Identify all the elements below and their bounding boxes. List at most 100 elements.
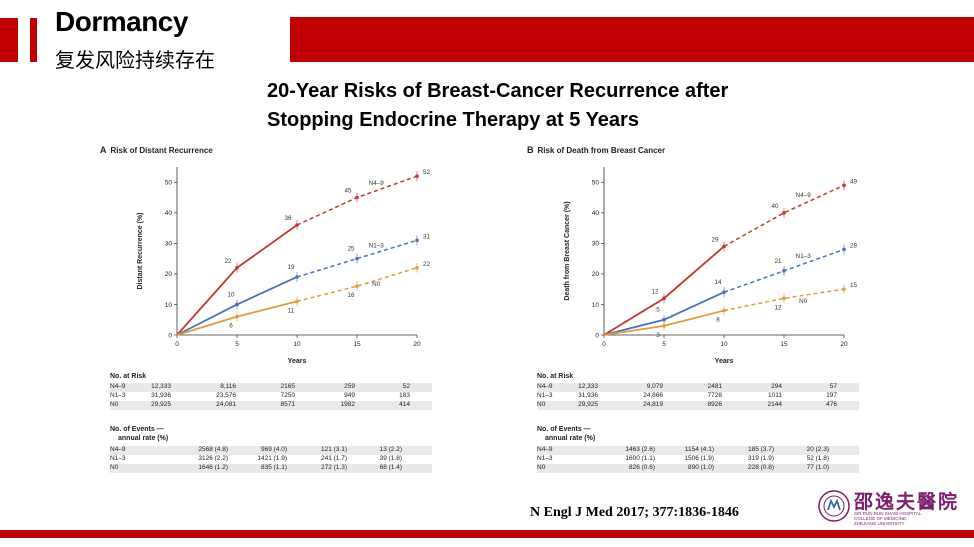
panel-b-risk-cell: 1011 xyxy=(768,392,782,399)
panel-a-events-cell: 1421 (1.9) xyxy=(257,455,287,462)
panel-a-series-N0-data-label: 6 xyxy=(229,323,233,330)
panel-a-y-tick-label: 50 xyxy=(165,180,173,187)
panel-a-series-N4–9-data-label: 22 xyxy=(224,258,232,265)
panel-b-y-tick-label: 40 xyxy=(592,210,600,217)
panel-a-risk-cell: 24,081 xyxy=(216,401,236,408)
panel-a-x-tick-label: 0 xyxy=(175,341,179,348)
panel-b-events-cell: 1600 (1.1) xyxy=(625,455,655,462)
panel-b-risk-cell: 476 xyxy=(826,401,837,408)
panel-b-events-cell: 52 (1.8) xyxy=(806,455,829,462)
header-band xyxy=(290,17,974,62)
panel-b-series-N4–9-point xyxy=(662,296,666,301)
panel-a-events-cell: 68 (1.4) xyxy=(379,464,402,471)
panel-b-series-N0-point xyxy=(662,324,666,328)
panel-a-events-cell: 1646 (1.2) xyxy=(198,464,228,471)
panel-a-series-N4–9-data-label: 52 xyxy=(423,169,431,176)
panel-b-y-axis-label: Death from Breast Cancer (%) xyxy=(564,201,571,300)
panel-a-risk-row-label: N0 xyxy=(110,401,119,408)
panel-a-y-axis-label: Distant Recurrence (%) xyxy=(137,212,144,289)
panel-b-events-table-header: No. of Events — xyxy=(537,426,591,433)
panel-b-risk-cell: 24,819 xyxy=(643,401,663,408)
panel-a-series-N4–9-point xyxy=(415,174,419,178)
panel-a-risk-row-label: N4–9 xyxy=(110,383,126,390)
panel-a-events-cell: 39 (1.8) xyxy=(379,455,402,462)
panel-a-events-row-label: N1–3 xyxy=(110,455,126,462)
panel-a-events-row-label: N4–9 xyxy=(110,446,126,453)
panel-a-y-tick-label: 30 xyxy=(165,241,173,248)
panel-b-risk-cell: 57 xyxy=(829,383,837,390)
panel-b-series-N1–3-point xyxy=(662,317,666,322)
panel-b-series-N0-point xyxy=(842,287,846,291)
panel-b-series-N1–3-point xyxy=(782,269,786,273)
panel-b-risk-cell: 31,936 xyxy=(578,392,598,399)
panel-a-risk-cell: 29,925 xyxy=(151,401,171,408)
panel-b-risk-cell: 8926 xyxy=(707,401,722,408)
panel-b-x-tick-label: 10 xyxy=(720,341,728,348)
headline-line-1: 20-Year Risks of Breast-Cancer Recurrenc… xyxy=(267,80,729,102)
panel-b-events-cell: 890 (1.0) xyxy=(687,464,714,471)
panel-a-risk-cell: 31,936 xyxy=(151,392,171,399)
panel-a-x-tick-label: 10 xyxy=(293,341,301,348)
panel-b-series-N1–3-data-label: 21 xyxy=(774,258,782,265)
panel-b-series-N1–3-data-label: 5 xyxy=(656,307,660,314)
panel-a-series-N1–3-data-label: 25 xyxy=(347,246,355,253)
panel-a-events-table-subheader: annual rate (%) xyxy=(118,435,169,442)
panel-a-risk-row-label: N1–3 xyxy=(110,392,126,399)
panel-a-risk-cell: 8571 xyxy=(280,401,295,408)
panel-a-risk-cell: 7250 xyxy=(280,392,295,399)
panel-a-series-N0-point xyxy=(355,284,359,288)
panel-b-series-name-label: N0 xyxy=(799,298,808,305)
panel-a-risk-cell: 23,576 xyxy=(216,392,236,399)
panel-a-series-N1–3-point xyxy=(355,256,359,261)
panel-b-risk-cell: 294 xyxy=(771,383,782,390)
panel-b-events-cell: 1463 (2.6) xyxy=(625,446,655,453)
panel-a-y-tick-label: 40 xyxy=(165,210,173,217)
panel-b-series-N0-data-label: 8 xyxy=(716,317,720,324)
panel-a-events-cell: 3126 (2.2) xyxy=(198,455,228,462)
panel-b-series-N4–9-data-label: 49 xyxy=(850,178,858,185)
panel-a-series-name-label: N1–3 xyxy=(369,242,385,249)
panel-a-events-cell: 241 (1.7) xyxy=(320,455,347,462)
panel-a-events-row-shade xyxy=(110,464,432,473)
panel-b-letter: B xyxy=(527,145,534,155)
hospital-logo-text: 邵逸夫醫院 xyxy=(854,491,960,513)
header-accent-bar-thin xyxy=(30,18,37,62)
panel-b-series-N4–9-point xyxy=(722,244,726,249)
panel-b-series-N0-data-label: 15 xyxy=(850,282,858,289)
panel-a-series-N0-point xyxy=(295,299,299,304)
panel-b-events-cell: 228 (0.8) xyxy=(747,464,774,471)
panel-a-tables: No. at Risk N4–9 12,333 8,116 2165 259 52 N1–3 3… xyxy=(110,373,440,483)
panel-a-series-N4–9-point xyxy=(295,223,299,227)
panel-b-series-N1–3-data-label: 14 xyxy=(714,279,722,286)
headline-line-2: Stopping Endocrine Therapy at 5 Years xyxy=(267,109,639,131)
panel-a-risk-cell: 52 xyxy=(402,383,410,390)
panel-a-events-row-label: N0 xyxy=(110,464,119,471)
panel-a-series-N4–9-data-label: 45 xyxy=(344,188,352,195)
panel-b-events-table-subheader: annual rate (%) xyxy=(545,435,596,442)
panel-b-events-cell: 319 (1.9) xyxy=(747,455,774,462)
panel-b-y-tick-label: 50 xyxy=(592,180,600,187)
panel-b-series-N0-data-label: 12 xyxy=(774,304,782,311)
panel-a-series-N1–3-data-label: 10 xyxy=(227,291,235,298)
panel-b-events-row-label: N1–3 xyxy=(537,455,553,462)
panel-a-series-N0-data-label: 16 xyxy=(347,292,355,299)
panel-a-risk-cell: 949 xyxy=(344,392,355,399)
panel-a-risk-cell: 8,116 xyxy=(220,383,236,390)
panel-b-risk-row-label: N0 xyxy=(537,401,546,408)
panel-a-risk-cell: 12,333 xyxy=(151,383,171,390)
footer-band xyxy=(0,530,974,538)
panel-b-events-row-label: N0 xyxy=(537,464,546,471)
panel-a-series-N1–3-data-label: 19 xyxy=(287,264,295,271)
panel-a-events-cell: 835 (1.1) xyxy=(260,464,287,471)
panel-b-risk-cell: 7728 xyxy=(707,392,722,399)
panel-a-letter: A xyxy=(100,145,107,155)
panel-b-risk-cell: 12,333 xyxy=(578,383,598,390)
panel-a-risk-row-shade xyxy=(110,383,432,392)
panel-b-y-tick-label: 0 xyxy=(595,332,599,339)
panel-a-risk-row-shade xyxy=(110,401,432,410)
panel-b-series-N1–3-data-label: 28 xyxy=(850,242,858,249)
hospital-logo-subtitle: SIR RUN RUN SHAW HOSPITAL COLLEGE OF MED… xyxy=(854,511,954,526)
panel-b-series-N0-point xyxy=(782,296,786,301)
panel-b-series-N0-data-label: 3 xyxy=(656,332,660,339)
panel-b-series-N4–9-data-label: 40 xyxy=(771,203,779,210)
